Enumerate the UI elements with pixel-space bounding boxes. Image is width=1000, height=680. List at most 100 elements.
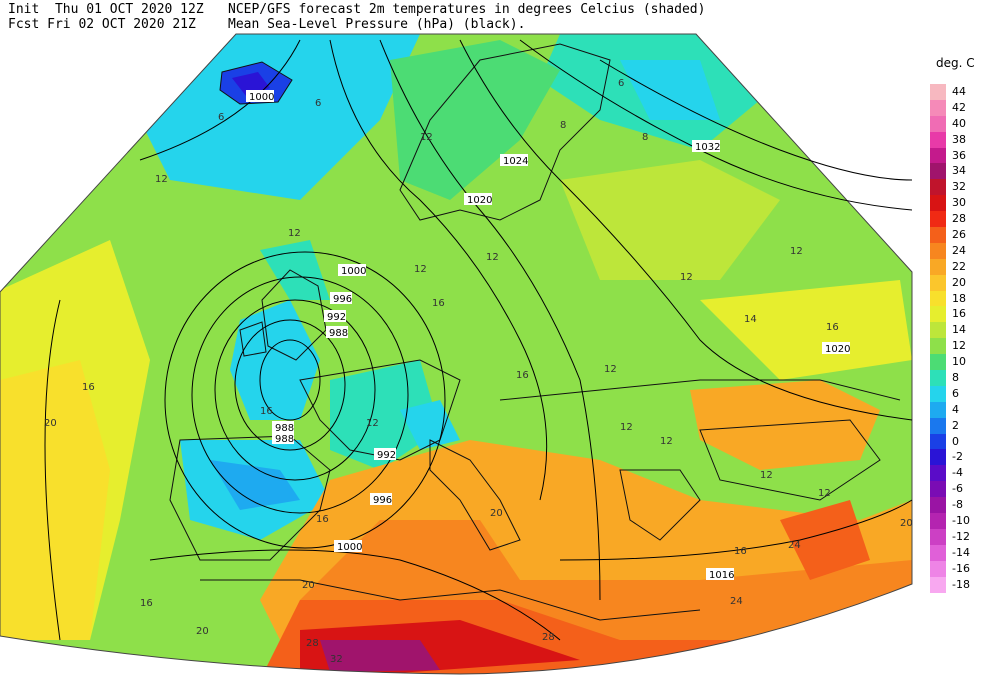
temp-label: 12 — [288, 228, 301, 239]
legend-row: -8 — [928, 497, 998, 514]
legend-row: 38 — [928, 131, 998, 148]
legend-swatch — [930, 227, 946, 243]
legend-row: 24 — [928, 242, 998, 259]
legend-swatch — [930, 513, 946, 529]
temperature-field — [0, 34, 912, 674]
isobars — [44, 39, 913, 641]
isobar-label: 1000 — [337, 542, 362, 553]
temperature-legend: deg. C 44 42 40 38 36 34 32 30 28 26 24 22 20 18 16 14 1… — [928, 56, 998, 593]
legend-swatch — [930, 211, 946, 228]
legend-label: 30 — [952, 196, 966, 210]
map-boundary — [0, 33, 913, 675]
legend-label: 18 — [952, 291, 966, 305]
legend-row: -14 — [928, 544, 998, 561]
header-right: NCEP/GFS forecast 2m temperatures in deg… — [228, 2, 705, 32]
temp-label: 20 — [302, 580, 315, 591]
legend-label: 36 — [952, 148, 966, 162]
legend-swatch — [930, 576, 946, 593]
header-left: Init Thu 01 OCT 2020 12Z Fcst Fri 02 OCT… — [8, 2, 204, 32]
legend-row: -2 — [928, 449, 998, 466]
legend-row: 26 — [928, 227, 998, 243]
legend-swatch — [930, 131, 946, 148]
map-title: NCEP/GFS forecast 2m temperatures in deg… — [228, 2, 706, 17]
legend-label: 6 — [952, 386, 959, 400]
legend-label: -8 — [952, 498, 963, 512]
temp-label: 12 — [414, 264, 427, 275]
legend-label: 2 — [952, 418, 959, 432]
legend-label: -16 — [952, 561, 970, 575]
legend-row: 6 — [928, 385, 998, 402]
temp-label: 20 — [490, 508, 503, 519]
legend-label: 32 — [952, 180, 966, 194]
temp-label: 12 — [790, 246, 803, 257]
isobar-label: 996 — [333, 294, 352, 305]
temperature-labels: 6 6 6 8 12 12 12 8 12 12 12 12 12 12 14 … — [44, 78, 913, 665]
legend-row: 2 — [928, 417, 998, 434]
temp-label: 16 — [826, 322, 839, 333]
legend-label: 40 — [952, 116, 966, 130]
legend-swatch — [930, 163, 946, 180]
temp-label: 12 — [366, 418, 379, 429]
legend-swatch — [930, 84, 946, 100]
legend-scale: 44 42 40 38 36 34 32 30 28 26 24 22 20 18 16 14 12 10 8 6 4 2… — [928, 84, 998, 593]
legend-row: 0 — [928, 433, 998, 450]
legend-row: -6 — [928, 481, 998, 498]
legend-swatch — [930, 433, 946, 450]
isobar-label: 1020 — [825, 344, 850, 355]
legend-label: -6 — [952, 482, 963, 496]
legend-label: 44 — [952, 85, 966, 98]
legend-row: 32 — [928, 179, 998, 196]
legend-row: 30 — [928, 195, 998, 212]
temp-label: 12 — [620, 422, 633, 433]
legend-label: 34 — [952, 164, 966, 178]
legend-row: 22 — [928, 258, 998, 275]
legend-swatch — [930, 99, 946, 116]
temp-label: 8 — [560, 120, 566, 131]
legend-label: -18 — [952, 577, 970, 591]
temp-label: 12 — [420, 132, 433, 143]
temp-label: 28 — [542, 632, 555, 643]
legend-swatch — [930, 242, 946, 259]
legend-label: 20 — [952, 275, 966, 289]
legend-swatch — [930, 465, 946, 482]
temp-label: 6 — [218, 112, 224, 123]
legend-swatch — [930, 385, 946, 402]
legend-swatch — [930, 338, 946, 355]
temp-label: 12 — [760, 470, 773, 481]
temp-label: 6 — [618, 78, 624, 89]
legend-swatch — [930, 258, 946, 275]
legend-row: 10 — [928, 354, 998, 371]
legend-row: 36 — [928, 147, 998, 164]
legend-swatch — [930, 528, 946, 545]
legend-swatch — [930, 497, 946, 514]
legend-row: 20 — [928, 274, 998, 291]
legend-row: 14 — [928, 322, 998, 339]
legend-row: -10 — [928, 513, 998, 529]
legend-row: 42 — [928, 99, 998, 116]
legend-label: 16 — [952, 307, 966, 321]
legend-row: 4 — [928, 401, 998, 418]
temp-label: 14 — [744, 314, 757, 325]
legend-row: -12 — [928, 528, 998, 545]
isobar-label: 988 — [275, 434, 294, 445]
temp-label: 20 — [44, 418, 57, 429]
temp-label: 12 — [486, 252, 499, 263]
legend-swatch — [930, 195, 946, 212]
isobar-labels: 1000 1032 1024 1020 1000 996 992 988 988… — [246, 90, 850, 581]
legend-label: 0 — [952, 434, 959, 448]
legend-label: -2 — [952, 450, 963, 464]
legend-label: -4 — [952, 466, 963, 480]
legend-row: 34 — [928, 163, 998, 180]
temp-label: 16 — [140, 598, 153, 609]
legend-swatch — [930, 544, 946, 561]
legend-row: 12 — [928, 338, 998, 355]
legend-label: -12 — [952, 529, 970, 543]
legend-swatch — [930, 370, 946, 386]
temp-label: 24 — [730, 596, 743, 607]
legend-label: 24 — [952, 243, 966, 257]
legend-label: 14 — [952, 323, 966, 337]
legend-label: -14 — [952, 545, 970, 559]
legend-row: -16 — [928, 560, 998, 577]
temp-label: 28 — [306, 638, 319, 649]
legend-row: 28 — [928, 211, 998, 228]
